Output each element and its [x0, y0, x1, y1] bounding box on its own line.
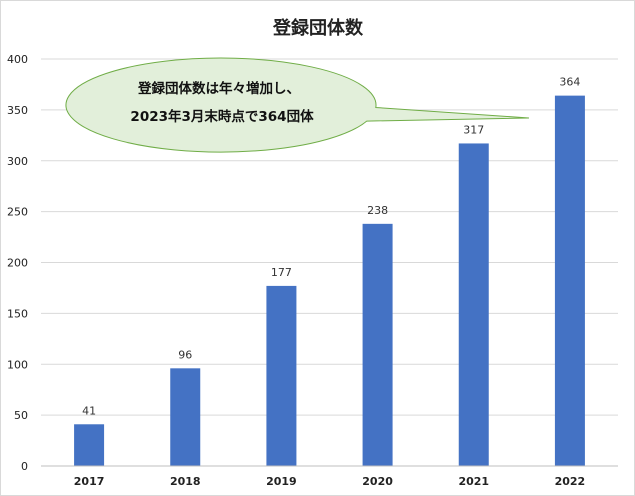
bar-2018: [170, 368, 201, 466]
chart-title: 登録団体数: [272, 17, 364, 39]
y-tick-label: 350: [7, 104, 28, 117]
y-tick-label: 150: [7, 307, 28, 320]
bars: [74, 95, 585, 466]
y-tick-label: 0: [21, 460, 28, 473]
bar-2020: [362, 223, 393, 466]
data-label: 41: [82, 404, 96, 417]
y-tick-label: 50: [14, 409, 28, 422]
data-label: 177: [271, 266, 292, 279]
y-tick-label: 250: [7, 206, 28, 219]
callout-line-1: 登録団体数は年々増加し、: [137, 80, 300, 97]
x-tick-label: 2021: [458, 475, 489, 488]
y-axis: 0 50 100 150 200 250 300 350 400: [7, 53, 28, 473]
bar-2017: [74, 424, 105, 466]
y-tick-label: 300: [7, 155, 28, 168]
callout-bubble: [65, 57, 530, 153]
data-labels: 41 96 177 238 317 364: [82, 76, 580, 418]
gridlines: [41, 58, 618, 467]
y-tick-label: 400: [7, 53, 28, 66]
bar-2022: [554, 95, 585, 466]
y-tick-label: 200: [7, 257, 28, 270]
x-tick-label: 2020: [362, 475, 393, 488]
x-tick-label: 2022: [555, 475, 586, 488]
data-label: 317: [463, 123, 484, 136]
callout: 登録団体数は年々増加し、 2023年3月末時点で364団体: [65, 57, 530, 153]
x-tick-label: 2019: [266, 475, 297, 488]
data-label: 364: [559, 76, 580, 89]
x-axis: 2017 2018 2019 2020 2021 2022: [41, 465, 618, 488]
x-tick-label: 2017: [74, 475, 105, 488]
bar-2021: [458, 143, 489, 466]
x-tick-label: 2018: [170, 475, 201, 488]
callout-line-2: 2023年3月末時点で364団体: [130, 108, 314, 125]
y-tick-label: 100: [7, 358, 28, 371]
data-label: 238: [367, 204, 388, 217]
bar-2019: [266, 285, 297, 466]
data-label: 96: [178, 348, 192, 361]
